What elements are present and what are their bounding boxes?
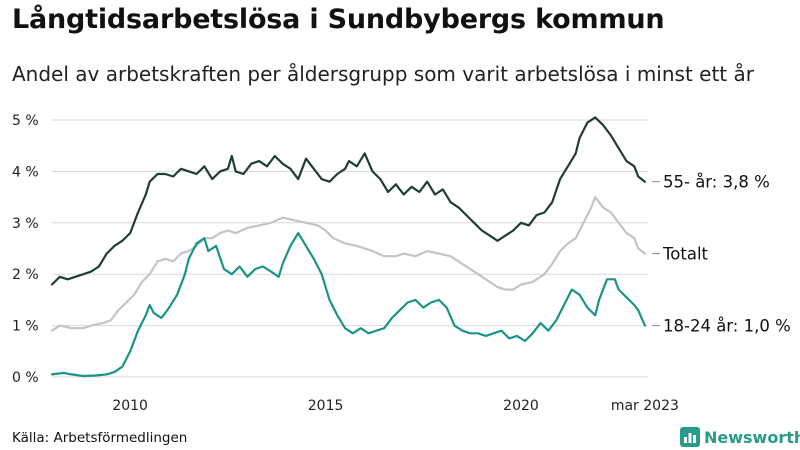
brand-name: Newsworthy xyxy=(704,427,800,447)
y-tick-label: 3 % xyxy=(12,216,39,232)
series-end-label: Totalt xyxy=(662,245,709,264)
x-tick-label: 2020 xyxy=(503,398,539,414)
y-tick-label: 1 % xyxy=(12,319,39,335)
chart-subtitle: Andel av arbetskraften per åldersgrupp s… xyxy=(12,62,754,86)
x-tick-label: 2015 xyxy=(308,398,344,414)
series-end-labels: 55- år: 3,8 % Totalt 18-24 år: 1,0 % xyxy=(652,173,791,336)
chart-title: Långtidsarbetslösa i Sundbybergs kommun xyxy=(12,4,665,35)
series-line-18-24 xyxy=(50,232,646,378)
series-end-label: 18-24 år: 1,0 % xyxy=(663,317,791,336)
series-line-55plus xyxy=(50,116,646,286)
x-tick-label: mar 2023 xyxy=(611,398,679,414)
x-tick-label: 2010 xyxy=(112,398,148,414)
source-note: Källa: Arbetsförmedlingen xyxy=(12,430,188,446)
brand-logo: Newsworthy xyxy=(680,426,800,448)
y-tick-label: 0 % xyxy=(12,370,39,386)
grid-lines xyxy=(52,119,648,378)
series-lines xyxy=(50,116,646,378)
bar-chart-icon xyxy=(680,427,700,447)
y-axis-ticks: 0 % 1 % 2 % 3 % 4 % 5 % xyxy=(12,113,39,386)
y-tick-label: 4 % xyxy=(12,164,39,180)
series-end-label: 55- år: 3,8 % xyxy=(663,173,770,192)
y-tick-label: 5 % xyxy=(12,113,39,129)
series-line-totalt xyxy=(50,196,646,332)
y-tick-label: 2 % xyxy=(12,267,39,283)
x-axis-ticks: 2010 2015 2020 mar 2023 xyxy=(112,398,679,414)
